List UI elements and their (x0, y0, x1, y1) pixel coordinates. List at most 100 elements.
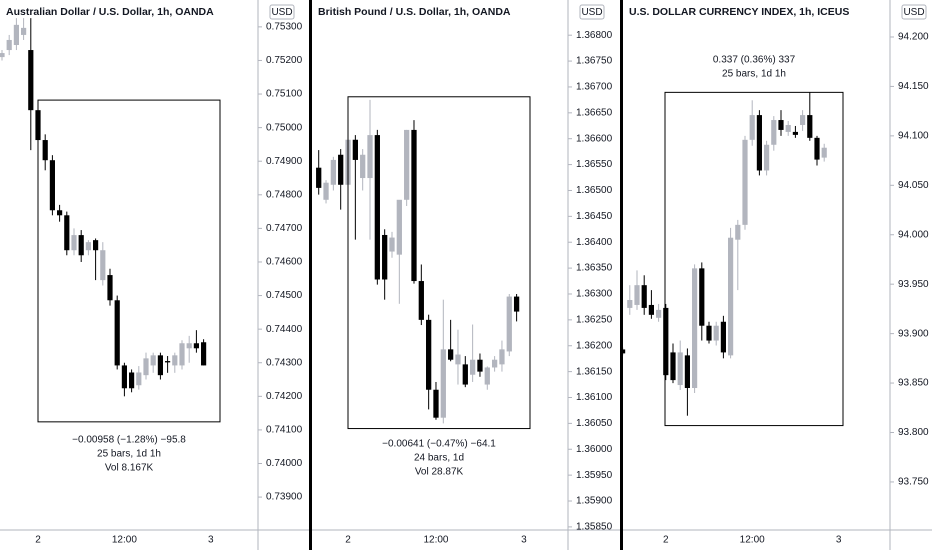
y-tick-label: 0.75200 (266, 55, 303, 66)
y-tick-label: 0.74000 (266, 458, 303, 469)
candle-body (778, 120, 784, 130)
candle-body (670, 352, 676, 381)
measure-label: 25 bars, 1d 1h (97, 449, 161, 460)
candle-body (440, 349, 446, 418)
candle-body (684, 355, 690, 389)
candle-body (699, 268, 705, 326)
y-tick-label: 1.36450 (576, 211, 613, 222)
candle-body (648, 304, 654, 315)
y-tick-label: 94.000 (898, 229, 929, 240)
candle-body (713, 325, 719, 341)
candle-body (656, 309, 662, 318)
currency-box (579, 4, 605, 20)
y-tick-label: 94.200 (898, 32, 929, 43)
candle-body (764, 144, 770, 171)
candle-body (433, 389, 439, 418)
candle-body (330, 159, 336, 185)
chart-title: Australian Dollar / U.S. Dollar, 1h, OAN… (6, 6, 214, 18)
candle-body (143, 358, 149, 376)
y-tick-label: 1.36700 (576, 82, 613, 93)
currency-label: USD (271, 7, 292, 18)
candle-body (201, 342, 207, 366)
y-tick-label: 93.800 (898, 427, 929, 438)
candle-body (634, 285, 640, 305)
chart-title: U.S. DOLLAR CURRENCY INDEX, 1h, ICEUS (629, 6, 849, 18)
y-tick-label: 1.36550 (576, 159, 613, 170)
y-tick-label: 1.36100 (576, 392, 613, 403)
candle-body (165, 361, 171, 363)
candle-body (49, 160, 55, 211)
candle-body (455, 354, 461, 365)
y-tick-label: 0.74700 (266, 223, 303, 234)
y-tick-label: 1.36350 (576, 263, 613, 274)
x-tick-label: 3 (208, 535, 214, 546)
candle-body (800, 115, 806, 125)
measure-label: 0.337 (0.36%) 337 (713, 55, 796, 66)
y-tick-label: 0.74400 (266, 324, 303, 335)
x-tick-label: 2 (345, 535, 351, 546)
candle-body (807, 115, 813, 138)
measure-box (37, 99, 221, 423)
plot-area (316, 99, 520, 424)
candle-body (749, 115, 755, 140)
y-tick-label: 94.050 (898, 180, 929, 191)
candle-body (85, 242, 91, 251)
candle-body (396, 199, 402, 255)
candle-body (720, 321, 726, 353)
candle-body (663, 307, 669, 376)
currency-box (901, 4, 927, 20)
y-tick-label: 0.74100 (266, 425, 303, 436)
candle-body (150, 355, 156, 366)
y-tick-label: 0.74300 (266, 357, 303, 368)
panel-separator (620, 0, 623, 550)
candle-body (121, 365, 127, 389)
candle-body (677, 352, 683, 386)
candle-body (6, 39, 12, 51)
y-tick-label: 93.950 (898, 279, 929, 290)
y-tick-label: 93.850 (898, 378, 929, 389)
candle-body (785, 124, 791, 132)
candle-body (186, 343, 192, 349)
y-tick-label: 1.36800 (576, 30, 613, 41)
y-tick-label: 0.74600 (266, 257, 303, 268)
candle-body (692, 268, 698, 389)
candle-body (172, 355, 178, 366)
x-tick-label: 12:00 (112, 535, 137, 546)
candle-body (338, 154, 344, 185)
candle-body (193, 343, 199, 349)
candle-body (157, 355, 163, 376)
y-tick-label: 93.750 (898, 477, 929, 488)
candle-body (623, 349, 626, 354)
candle-body (367, 135, 373, 179)
y-tick-label: 93.900 (898, 328, 929, 339)
candle-body (418, 281, 424, 320)
y-tick-label: 1.35950 (576, 470, 613, 481)
candle-body (93, 240, 99, 251)
y-tick-label: 1.36750 (576, 56, 613, 67)
x-tick-label: 2 (663, 535, 669, 546)
candle-body (641, 285, 647, 308)
y-tick-label: 1.35850 (576, 522, 613, 533)
candle-body (735, 224, 741, 240)
y-tick-label: 1.36650 (576, 107, 613, 118)
candle-body (728, 237, 734, 356)
y-tick-label: 94.150 (898, 81, 929, 92)
candle-body (316, 167, 322, 188)
candle-body (484, 367, 490, 385)
candle-body (78, 235, 84, 256)
measure-label: −0.00641 (−0.47%) −64.1 (382, 439, 496, 450)
candle-body (42, 140, 48, 161)
y-tick-label: 0.74200 (266, 391, 303, 402)
measure-box (664, 91, 844, 427)
measure-label: 25 bars, 1d 1h (722, 69, 786, 80)
plot-area (0, 18, 207, 397)
measure-label: −0.00958 (−1.28%) −95.8 (72, 435, 186, 446)
candle-body (513, 296, 520, 312)
candle-body (129, 372, 135, 389)
candle-body (814, 137, 820, 160)
candle-body (374, 135, 380, 280)
x-tick-label: 3 (521, 535, 527, 546)
candle-body (136, 372, 142, 386)
